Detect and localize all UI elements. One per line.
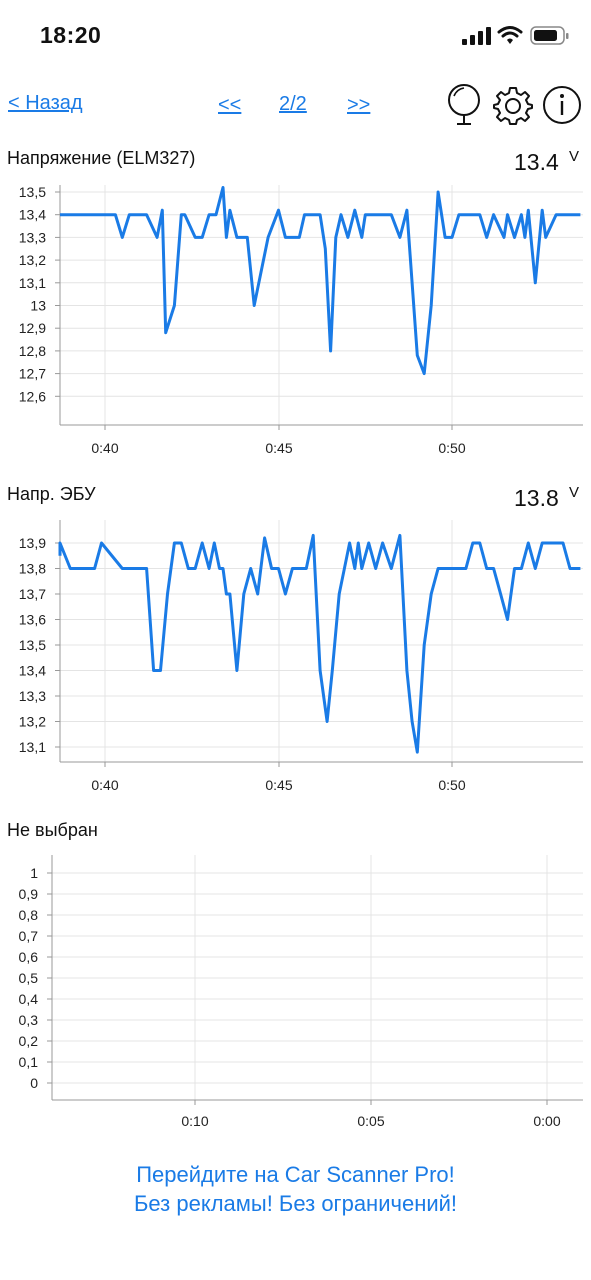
x-tick-label: 0:45 [265,777,292,793]
chart2-value: 13.8 [514,485,559,511]
next-page-link[interactable]: >> [347,94,371,116]
series-line [58,533,581,754]
y-tick-label: 13,2 [19,252,46,268]
x-tick-label: 0:50 [438,777,465,793]
y-tick-label: 12,8 [19,343,46,359]
y-tick-label: 1 [30,865,38,881]
chart3-title: Не выбран [7,820,98,840]
promo-pro-line2[interactable]: Без рекламы! Без ограничений! [133,1191,458,1216]
y-tick-label: 13,4 [19,207,46,223]
page-indicator-link[interactable]: 2/2 [279,93,307,115]
chart2-unit: V [569,484,580,501]
y-tick-label: 13 [30,298,46,314]
y-tick-label: 13,6 [19,612,46,628]
info-icon[interactable] [542,85,582,125]
x-tick-label: 0:40 [91,440,118,456]
y-tick-label: 13,1 [19,275,46,291]
empty-chart: 1 0,9 0,8 0,7 0,6 0,5 0,4 0,3 0,2 0,1 0 0:10 0:05 0:0… [19,855,583,1129]
y-tick-label: 0 [30,1075,38,1091]
y-tick-label: 13,4 [19,663,46,679]
x-tick-label: 0:10 [181,1113,208,1129]
voltage-elm327-chart: 13,5 13,4 13,3 13,2 13,1 13 12,9 12,8 12,7 12,6 0:… [19,185,583,456]
prev-page-link[interactable]: << [218,94,242,116]
chart1-title: Напряжение (ELM327) [7,148,196,168]
back-link[interactable]: < Назад [8,92,83,114]
wifi-icon [497,26,523,44]
y-tick-label: 12,9 [19,320,46,336]
promo-pro-line1[interactable]: Перейдите на Car Scanner Pro! [136,1162,455,1187]
x-tick-label: 0:40 [91,777,118,793]
chart1-value: 13.4 [514,149,559,175]
status-time: 18:20 [40,22,102,48]
y-tick-label: 0,7 [19,928,39,944]
y-tick-label: 0,8 [19,907,39,923]
y-tick-label: 13,9 [19,535,46,551]
y-tick-label: 13,8 [19,561,46,577]
y-tick-label: 0,4 [19,991,39,1007]
y-tick-label: 0,1 [19,1054,39,1070]
chart1-unit: V [569,148,580,165]
y-tick-label: 13,1 [19,739,46,755]
mirror-icon[interactable] [444,83,484,127]
ecu-voltage-chart: 13,9 13,8 13,7 13,6 13,5 13,4 13,3 13,2 13,1 0:40… [19,520,583,793]
y-tick-label: 0,3 [19,1012,39,1028]
y-tick-label: 13,5 [19,637,46,653]
series-line [60,186,581,376]
y-tick-label: 13,2 [19,714,46,730]
x-tick-label: 0:05 [357,1113,384,1129]
y-tick-label: 13,3 [19,688,46,704]
settings-gear-icon[interactable] [493,85,533,125]
y-tick-label: 0,6 [19,949,39,965]
y-tick-label: 0,5 [19,970,39,986]
x-tick-label: 0:00 [533,1113,560,1129]
battery-icon [530,26,569,45]
y-tick-label: 0,9 [19,886,39,902]
y-tick-label: 12,7 [19,366,46,382]
x-tick-label: 0:45 [265,440,292,456]
y-tick-label: 13,3 [19,229,46,245]
x-tick-label: 0:50 [438,440,465,456]
y-tick-label: 0,2 [19,1033,39,1049]
chart2-title: Напр. ЭБУ [7,484,96,504]
cellular-signal-icon [462,27,491,45]
y-tick-label: 12,6 [19,388,46,404]
y-tick-label: 13,5 [19,185,46,200]
y-tick-label: 13,7 [19,586,46,602]
